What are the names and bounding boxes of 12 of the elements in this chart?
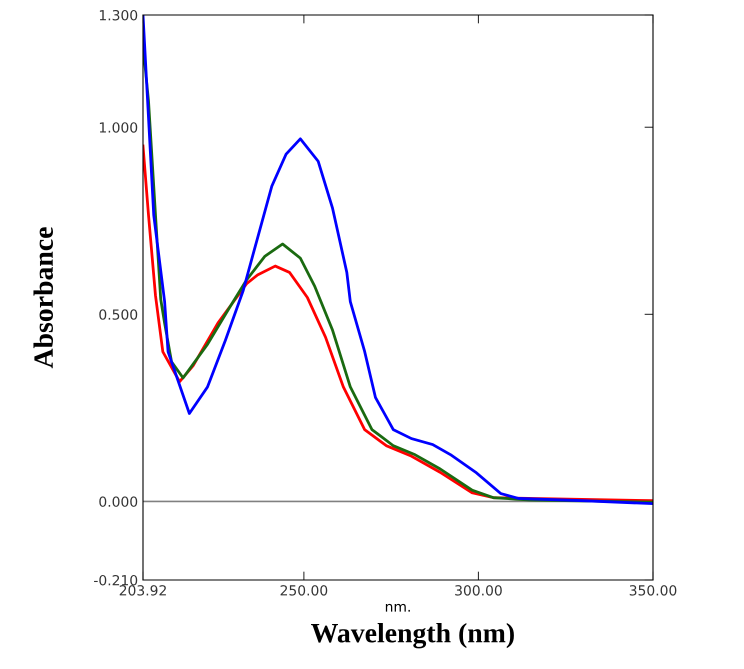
x-tick-label: 250.00 <box>280 585 328 596</box>
y-tick-label: 1.000 <box>100 122 138 133</box>
x-tick-label: 203.92 <box>120 585 166 596</box>
y-tick-label: -0.210 <box>94 574 138 586</box>
y-axis-title: Absorbance <box>33 227 53 368</box>
y-tick-label: 0.500 <box>99 309 138 320</box>
x-tick-label: 350.00 <box>630 585 676 596</box>
x-axis-title: nm. <box>386 604 410 612</box>
x-tick-label: 300.00 <box>455 585 502 596</box>
y-tick-label: 1.300 <box>100 10 138 20</box>
text: Wavelength (nm) <box>311 622 514 648</box>
y-tick-label: 0.000 <box>99 496 138 507</box>
